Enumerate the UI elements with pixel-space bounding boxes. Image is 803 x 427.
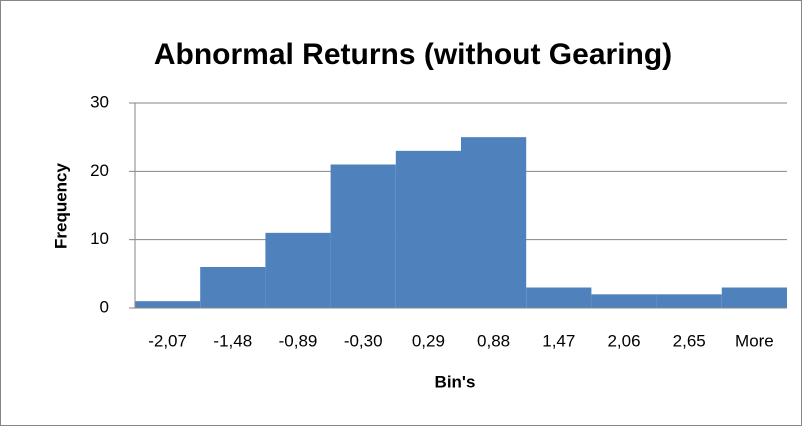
bar bbox=[265, 232, 331, 308]
y-tick-label: 10 bbox=[90, 229, 109, 248]
x-tick-label: 1,47 bbox=[542, 331, 575, 350]
x-axis-label: Bin's bbox=[435, 372, 476, 391]
bar bbox=[526, 287, 592, 308]
x-tick-label: More bbox=[735, 331, 774, 350]
y-tick-label: 20 bbox=[90, 161, 109, 180]
bar bbox=[656, 294, 722, 308]
x-tick-label: -0,89 bbox=[279, 331, 318, 350]
bar bbox=[591, 294, 657, 308]
bar bbox=[135, 301, 201, 308]
bar bbox=[721, 287, 787, 308]
bar bbox=[200, 267, 266, 308]
x-tick-label: -0,30 bbox=[344, 331, 383, 350]
y-tick-label: 30 bbox=[90, 92, 109, 111]
bar bbox=[395, 150, 461, 308]
x-tick-label: 0,88 bbox=[477, 331, 510, 350]
x-tick-label: 2,65 bbox=[673, 331, 706, 350]
x-tick-label: 2,06 bbox=[607, 331, 640, 350]
bar bbox=[461, 137, 527, 308]
y-axis-label: Frequency bbox=[51, 162, 70, 249]
x-tick-label: -1,48 bbox=[213, 331, 252, 350]
x-tick-label: 0,29 bbox=[412, 331, 445, 350]
bar bbox=[330, 164, 396, 308]
x-tick-label: -2,07 bbox=[148, 331, 187, 350]
chart-title: Abnormal Returns (without Gearing) bbox=[154, 38, 672, 71]
y-tick-label: 0 bbox=[100, 297, 109, 316]
